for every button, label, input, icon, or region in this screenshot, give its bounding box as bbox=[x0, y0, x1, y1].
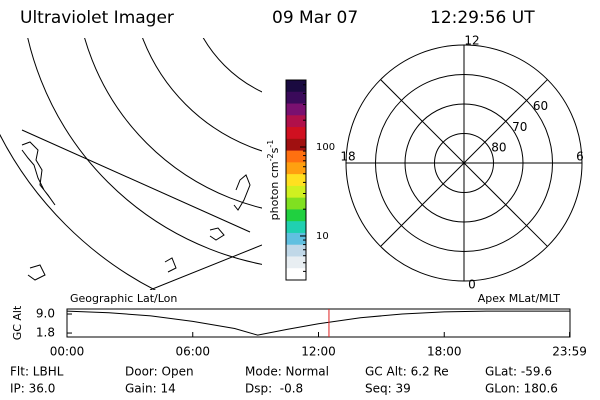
status-field: Door: Open bbox=[125, 365, 194, 379]
y-tick-label: 9.0 bbox=[36, 307, 55, 321]
label-part: -2 bbox=[266, 153, 275, 161]
spoke bbox=[380, 79, 548, 247]
label-part: s bbox=[268, 147, 281, 153]
time: 12:29:56 UT bbox=[430, 8, 535, 28]
color-step bbox=[286, 244, 306, 257]
color-step bbox=[286, 221, 306, 234]
status-field: GLon: 180.6 bbox=[485, 382, 558, 396]
color-step bbox=[286, 138, 306, 152]
colorbar-tick-label: 10 bbox=[316, 231, 329, 242]
color-step bbox=[286, 127, 306, 140]
colorbar-tick-label: 100 bbox=[316, 142, 335, 153]
x-tick-label: 23:59 bbox=[552, 345, 587, 359]
color-step bbox=[286, 268, 306, 281]
x-tick-label: 00:00 bbox=[50, 345, 85, 359]
lat-ring bbox=[375, 74, 553, 252]
color-step bbox=[286, 150, 306, 163]
color-step bbox=[286, 197, 306, 210]
lat-label: 60 bbox=[533, 99, 548, 113]
color-step bbox=[286, 232, 306, 246]
x-tick-label: 18:00 bbox=[427, 345, 462, 359]
color-step bbox=[286, 256, 306, 269]
lat-label: 80 bbox=[491, 141, 506, 155]
left-title: Geographic Lat/Lon bbox=[70, 292, 177, 305]
altitude-curve bbox=[66, 310, 570, 336]
colorbar-label: photon cm-2s-1 bbox=[266, 140, 281, 221]
color-step bbox=[286, 91, 306, 105]
mlt-label: 18 bbox=[340, 150, 355, 164]
y-axis-label: GC Alt bbox=[11, 305, 24, 340]
mlt-label: 12 bbox=[464, 34, 479, 48]
right-title: Apex MLat/MLT bbox=[478, 292, 561, 305]
title: Ultraviolet Imager bbox=[20, 8, 174, 28]
colorbar: 10 100 photon cm-2s-1 bbox=[266, 79, 335, 281]
status-field: Gain: 14 bbox=[125, 382, 176, 396]
color-step bbox=[286, 185, 306, 199]
lat-label: 70 bbox=[512, 120, 527, 134]
status-field: GLat: -59.6 bbox=[485, 365, 552, 379]
color-step bbox=[286, 80, 306, 93]
mlt-label: 6 bbox=[576, 150, 584, 164]
color-step bbox=[286, 174, 306, 187]
lat-ring bbox=[404, 103, 524, 223]
orbit-plot: Geographic Lat/Lon Apex MLat/MLT GC Alt 9.0… bbox=[11, 292, 587, 359]
color-step bbox=[286, 115, 306, 128]
colorbar-frame bbox=[285, 79, 307, 281]
mlt-label: 0 bbox=[468, 278, 476, 292]
map bbox=[0, 38, 262, 290]
color-step bbox=[286, 162, 306, 175]
lat-ring bbox=[434, 133, 494, 193]
label-part: -1 bbox=[266, 140, 275, 148]
x-tick-label: 12:00 bbox=[301, 345, 336, 359]
footer: Flt: LBHL Door: Open Mode: Normal GC Alt: 6… bbox=[10, 365, 558, 396]
status-field: GC Alt: 6.2 Re bbox=[365, 365, 449, 379]
label-part: photon cm bbox=[268, 161, 281, 220]
x-tick-label: 06:00 bbox=[175, 345, 210, 359]
y-tick-label: 1.8 bbox=[36, 326, 55, 340]
color-step bbox=[286, 103, 306, 116]
status-field: Mode: Normal bbox=[245, 365, 329, 379]
date: 09 Mar 07 bbox=[272, 8, 358, 28]
color-step bbox=[286, 209, 306, 222]
status-field: IP: 36.0 bbox=[10, 382, 55, 396]
status-field: Seq: 39 bbox=[365, 382, 411, 396]
status-field: Flt: LBHL bbox=[10, 365, 64, 379]
status-field: Dsp: -0.8 bbox=[245, 382, 303, 396]
